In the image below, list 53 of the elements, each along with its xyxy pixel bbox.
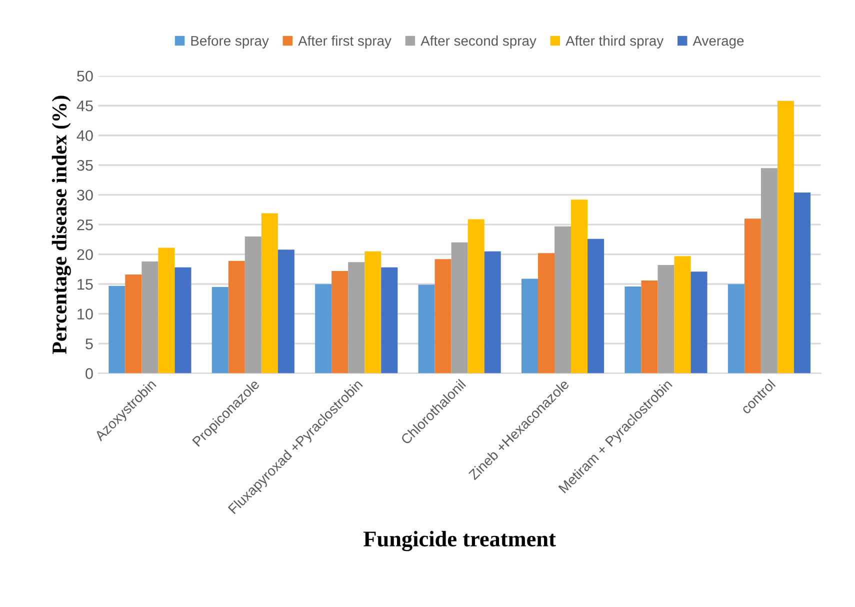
bar: [451, 242, 468, 374]
bar: [142, 261, 158, 374]
legend-label: After second spray: [420, 36, 536, 49]
legend-label: After third spray: [566, 36, 664, 49]
y-tick-label: 15: [78, 279, 93, 290]
bar: [658, 265, 674, 374]
bar: [434, 259, 452, 374]
bar: [348, 262, 365, 374]
y-tick-label: 35: [77, 160, 93, 171]
y-tick-label: 45: [76, 100, 93, 112]
y-tick-label: 0: [86, 368, 93, 379]
bar: [641, 280, 658, 374]
bar: [674, 256, 691, 374]
y-tick-label: 30: [77, 190, 93, 201]
bar: [794, 192, 810, 374]
y-tick-label: 5: [86, 338, 93, 350]
bar: [315, 284, 332, 374]
bar: [554, 226, 572, 374]
legend-label: After first spray: [298, 36, 392, 49]
bar: [228, 260, 245, 374]
bar: [571, 200, 588, 374]
legend-label: Before spray: [191, 36, 269, 49]
bar: [278, 250, 294, 374]
y-tick-label: 50: [77, 70, 93, 82]
y-tick-label: 20: [77, 249, 93, 260]
bar: [538, 253, 555, 374]
bar: [624, 286, 642, 374]
bar: [364, 251, 382, 374]
bar: [418, 284, 435, 374]
bar: [777, 100, 794, 374]
bar: [332, 270, 348, 374]
bar: [728, 284, 744, 374]
bar: [212, 287, 228, 374]
bar: [158, 248, 175, 374]
bar: [381, 267, 398, 374]
y-axis-title: Percentage disease index (%): [52, 96, 71, 354]
bar: [468, 219, 484, 374]
bar: [521, 278, 538, 374]
bar: [484, 251, 501, 374]
bar: [174, 267, 192, 374]
y-tick-label: 10: [78, 308, 93, 320]
y-tick-label: 40: [76, 130, 93, 142]
bar: [744, 218, 761, 374]
bar: [125, 274, 142, 374]
y-tick-label: 25: [77, 219, 93, 230]
bar: [108, 286, 126, 374]
bar: [760, 168, 778, 374]
bar: [588, 238, 604, 374]
x-axis-title: Fungicide treatment: [364, 530, 556, 552]
bar: [690, 272, 708, 374]
bar: [244, 236, 262, 374]
legend-label: Average: [692, 36, 744, 49]
bar: [261, 213, 278, 374]
